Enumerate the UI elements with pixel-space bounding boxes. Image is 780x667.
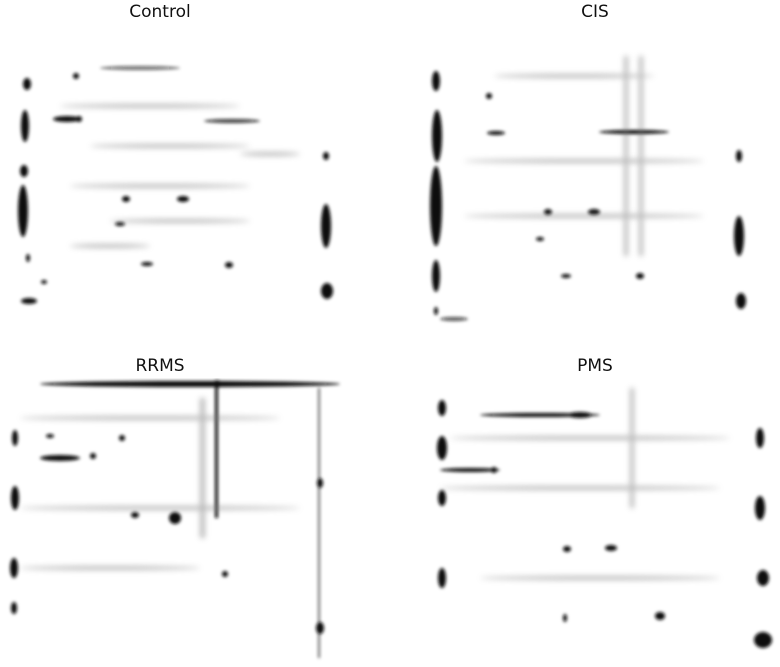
- gel-image-cis: [424, 36, 774, 326]
- gel-image-control: [0, 36, 340, 311]
- panel-pms: PMS: [410, 350, 780, 667]
- panel-cis: CIS: [410, 0, 780, 330]
- panel-title: CIS: [581, 2, 609, 22]
- panel-title: Control: [129, 2, 191, 22]
- panel-title: PMS: [577, 356, 613, 376]
- gel-image-rrms: [0, 378, 345, 667]
- panel-title: RRMS: [135, 356, 185, 376]
- gel-image-pms: [430, 378, 780, 667]
- panel-rrms: RRMS: [0, 350, 345, 667]
- panel-control: Control: [0, 0, 340, 330]
